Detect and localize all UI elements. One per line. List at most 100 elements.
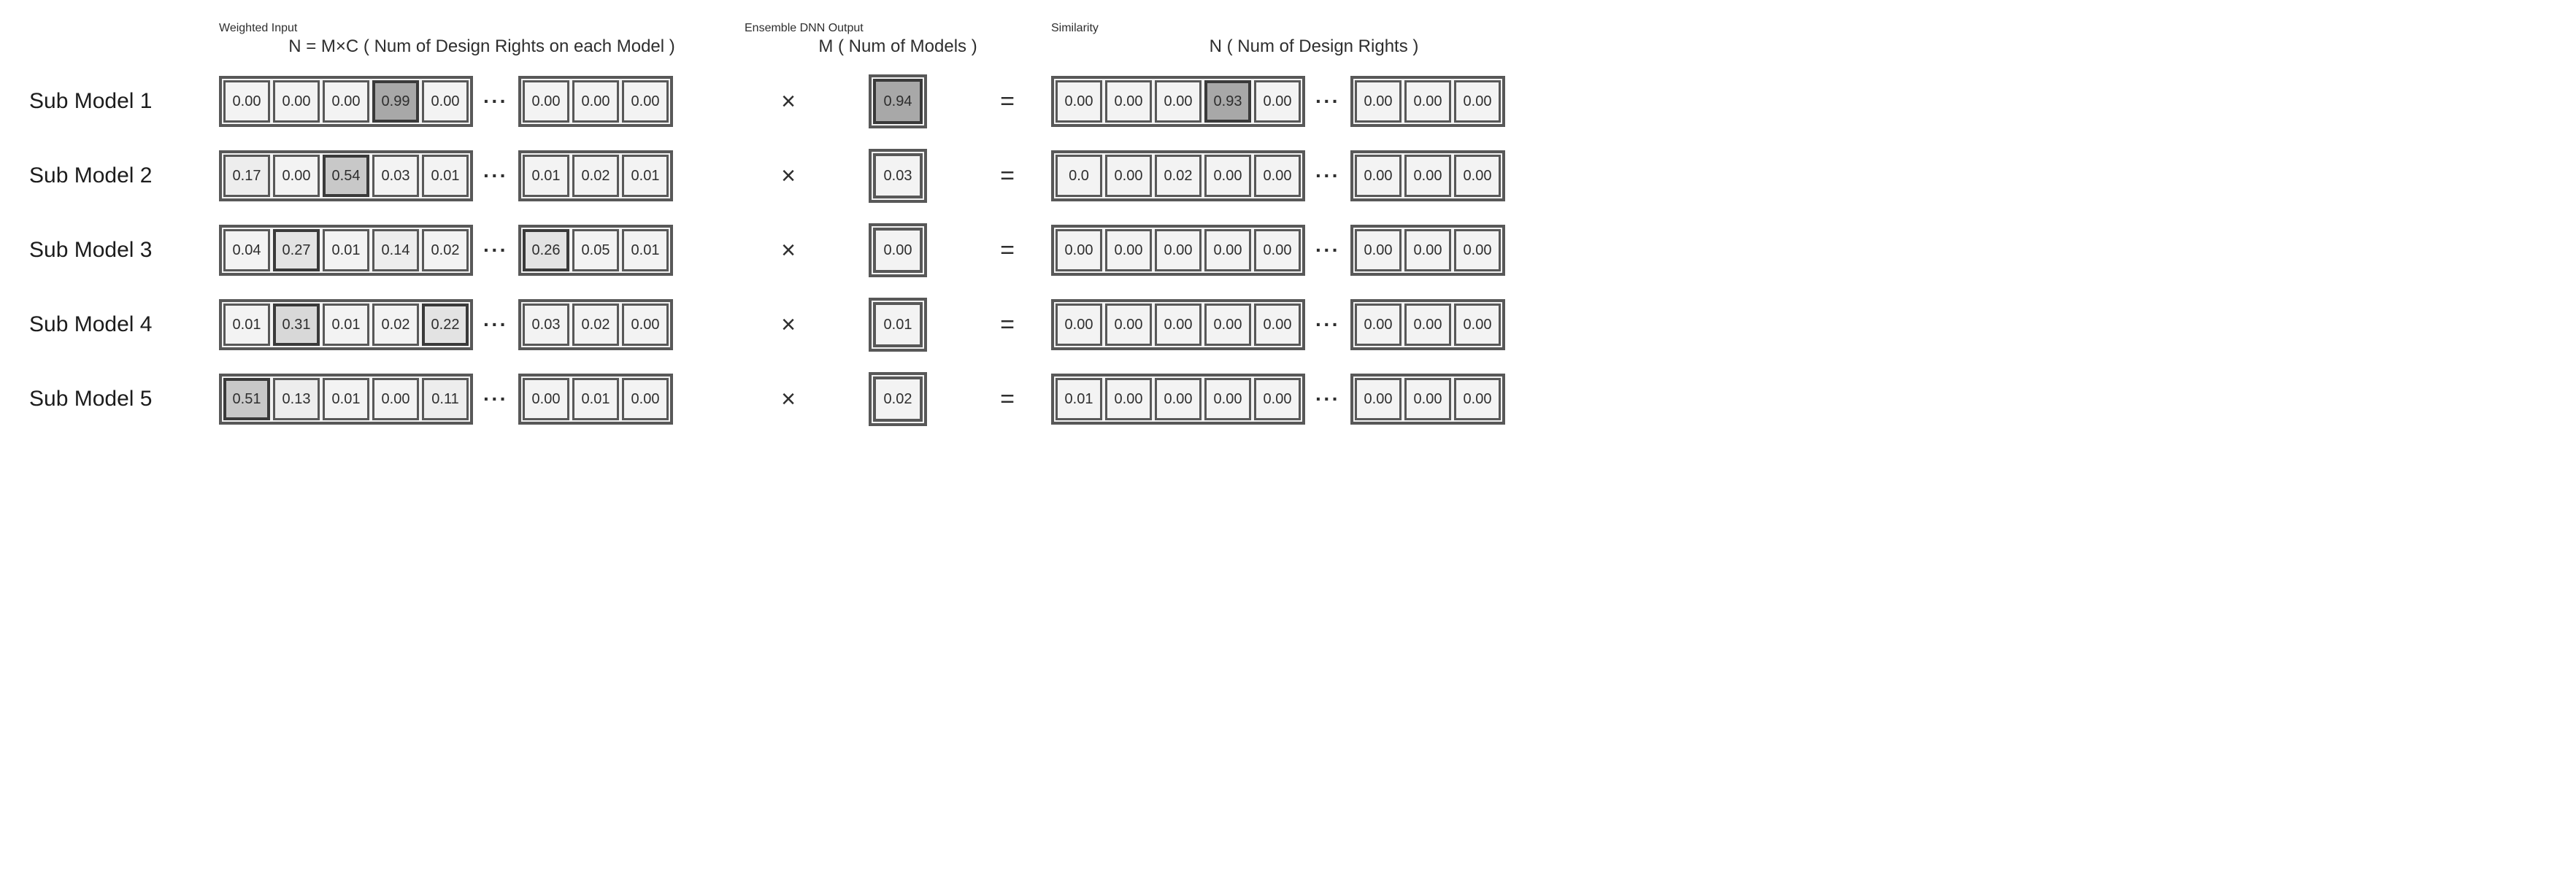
similarity-vector: 0.00.000.020.000.00···0.000.000.00 [1051, 139, 1577, 213]
vector-cell: 0.04 [223, 229, 270, 271]
vector-cell: 0.03 [873, 153, 923, 198]
equals-operator: = [964, 88, 1051, 116]
vector-cell: 0.00 [1404, 80, 1451, 123]
row-label: Sub Model 1 [29, 89, 219, 114]
weighted-input-vector: 0.040.270.010.140.02···0.260.050.01 [219, 213, 745, 287]
vector: 0.03 [869, 149, 927, 203]
ensemble-output: 0.02 [832, 372, 964, 426]
equals-operator: = [964, 236, 1051, 265]
ensemble-output: 0.03 [832, 149, 964, 203]
equals-operator: = [964, 385, 1051, 414]
vector-cell: 0.27 [273, 229, 320, 271]
ensemble-output: 0.94 [832, 74, 964, 128]
vector: 0.02 [869, 372, 927, 426]
vector-cell: 0.00 [372, 378, 419, 420]
vector-cell: 0.00 [1204, 155, 1251, 197]
times-operator: × [745, 236, 832, 265]
ellipsis: ··· [1312, 239, 1343, 262]
vector-cell: 0.00 [1454, 229, 1501, 271]
vector-cell: 0.26 [523, 229, 569, 271]
vector: 0.000.000.000.000.00 [1051, 299, 1305, 350]
vector-cell: 0.00 [1454, 304, 1501, 346]
diagram-grid: Weighted Input Ensemble DNN Output Simil… [29, 22, 2547, 436]
times-operator: × [745, 311, 832, 339]
vector-cell: 0.99 [372, 80, 419, 123]
ensemble-output: 0.00 [832, 223, 964, 277]
vector-cell: 0.00 [1355, 155, 1402, 197]
vector-cell: 0.22 [422, 304, 469, 346]
vector-cell: 0.01 [523, 155, 569, 197]
vector-cell: 0.03 [372, 155, 419, 197]
vector-cell: 0.01 [323, 378, 369, 420]
vector: 0.01 [869, 298, 927, 352]
ellipsis: ··· [1312, 313, 1343, 336]
vector-cell: 0.00 [1355, 229, 1402, 271]
weighted-input-vector: 0.000.000.000.990.00···0.000.000.00 [219, 64, 745, 139]
vector: 0.030.020.00 [518, 299, 673, 350]
header-weighted-sub: N = M×C ( Num of Design Rights on each M… [219, 36, 745, 57]
vector-cell: 0.00 [1056, 229, 1102, 271]
times-operator: × [745, 162, 832, 190]
vector-cell: 0.00 [1105, 304, 1152, 346]
vector-cell: 0.05 [572, 229, 619, 271]
vector: 0.000.000.00 [1350, 299, 1505, 350]
vector-cell: 0.00 [873, 228, 923, 273]
vector-cell: 0.00 [523, 80, 569, 123]
ellipsis: ··· [480, 387, 511, 411]
vector-cell: 0.31 [273, 304, 320, 346]
ellipsis: ··· [480, 239, 511, 262]
vector-cell: 0.00 [1204, 229, 1251, 271]
vector: 0.010.020.01 [518, 150, 673, 201]
similarity-vector: 0.000.000.000.000.00···0.000.000.00 [1051, 213, 1577, 287]
vector-cell: 0.01 [323, 304, 369, 346]
vector-cell: 0.00 [1355, 304, 1402, 346]
vector-cell: 0.00 [1254, 80, 1301, 123]
weighted-input-vector: 0.170.000.540.030.01···0.010.020.01 [219, 139, 745, 213]
ensemble-output: 0.01 [832, 298, 964, 352]
row-label: Sub Model 2 [29, 163, 219, 188]
vector-cell: 0.00 [223, 80, 270, 123]
vector: 0.00.000.020.000.00 [1051, 150, 1305, 201]
vector: 0.000.000.000.990.00 [219, 76, 473, 127]
vector: 0.510.130.010.000.11 [219, 374, 473, 425]
vector-cell: 0.00 [1056, 80, 1102, 123]
vector-cell: 0.00 [1155, 304, 1202, 346]
vector-cell: 0.01 [223, 304, 270, 346]
vector-cell: 0.93 [1204, 80, 1251, 123]
vector-cell: 0.00 [1355, 378, 1402, 420]
vector: 0.94 [869, 74, 927, 128]
vector-cell: 0.00 [1105, 378, 1152, 420]
vector-cell: 0.00 [1254, 155, 1301, 197]
vector-cell: 0.00 [1404, 229, 1451, 271]
vector-cell: 0.00 [1105, 80, 1152, 123]
header-ensemble-sub: M ( Num of Models ) [774, 36, 1022, 57]
vector-cell: 0.00 [1056, 304, 1102, 346]
vector: 0.000.000.00 [1350, 225, 1505, 276]
vector-cell: 0.02 [422, 229, 469, 271]
row-label: Sub Model 3 [29, 238, 219, 263]
vector: 0.00 [869, 223, 927, 277]
weighted-input-vector: 0.010.310.010.020.22···0.030.020.00 [219, 287, 745, 362]
vector-cell: 0.00 [1454, 155, 1501, 197]
vector-cell: 0.00 [273, 155, 320, 197]
vector-cell: 0.02 [572, 304, 619, 346]
vector-cell: 0.01 [1056, 378, 1102, 420]
vector-cell: 0.00 [323, 80, 369, 123]
vector-cell: 0.00 [422, 80, 469, 123]
vector: 0.000.010.00 [518, 374, 673, 425]
vector-cell: 0.00 [1105, 229, 1152, 271]
times-operator: × [745, 385, 832, 414]
weighted-input-vector: 0.510.130.010.000.11 ··· 0.000.010.00 [219, 362, 745, 436]
vector-cell: 0.00 [1454, 80, 1501, 123]
vector-cell: 0.11 [422, 378, 469, 420]
vector-cell: 0.00 [1404, 378, 1451, 420]
vector-cell: 0.00 [1204, 304, 1251, 346]
vector: 0.000.000.00 [518, 76, 673, 127]
vector-cell: 0.00 [622, 304, 669, 346]
vector-cell: 0.13 [273, 378, 320, 420]
vector-cell: 0.0 [1056, 155, 1102, 197]
ellipsis: ··· [1312, 387, 1343, 411]
vector-cell: 0.02 [372, 304, 419, 346]
vector: 0.000.000.00 [1350, 150, 1505, 201]
vector-cell: 0.00 [1155, 378, 1202, 420]
